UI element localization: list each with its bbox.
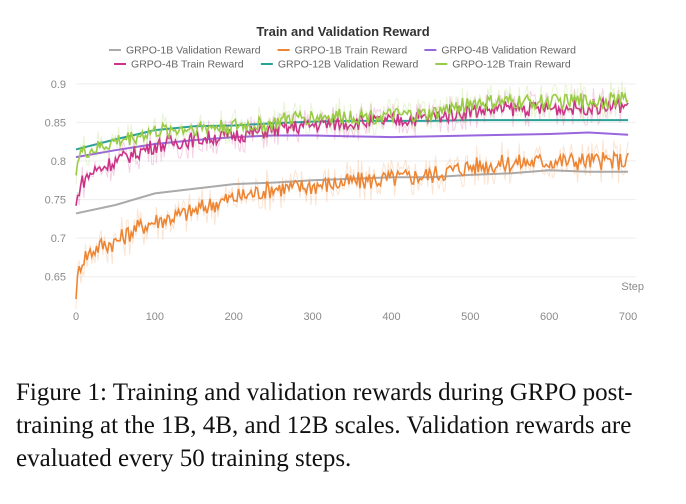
- x-tick-label: 500: [461, 311, 479, 323]
- y-tick-label: 0.75: [45, 195, 66, 207]
- x-tick-label: 600: [540, 311, 558, 323]
- x-tick-label: 200: [225, 311, 243, 323]
- y-tick-label: 0.8: [51, 156, 66, 168]
- series-grpo-1b-train-reward: [75, 139, 629, 309]
- train-smoothed-line: [75, 150, 629, 300]
- reward-chart: Train and Validation Reward GRPO-1B Vali…: [45, 24, 644, 323]
- y-tick-label: 0.7: [51, 233, 66, 245]
- train-smoothed-line: [75, 91, 629, 176]
- chart-title: Train and Validation Reward: [256, 24, 429, 39]
- x-tick-label: 700: [619, 311, 637, 323]
- legend-item: GRPO-12B Train Reward: [435, 59, 571, 71]
- legend-item: GRPO-12B Validation Reward: [260, 59, 419, 71]
- y-tick-label: 0.85: [45, 117, 66, 129]
- x-tick-label: 0: [73, 311, 79, 323]
- train-raw-line: [75, 88, 629, 206]
- y-tick-label: 0.9: [51, 79, 66, 91]
- figure-caption: Figure 1: Training and validation reward…: [16, 379, 633, 472]
- plot-area: [75, 81, 629, 309]
- train-raw-line: [75, 81, 629, 185]
- legend-item: GRPO-1B Validation Reward: [108, 45, 261, 57]
- legend-item: GRPO-1B Train Reward: [277, 45, 408, 57]
- series-grpo-12b-train-reward: [75, 81, 629, 185]
- validation-line: [75, 169, 629, 215]
- chart-legend: GRPO-1B Validation Reward GRPO-1B Train R…: [108, 45, 576, 71]
- legend-item: GRPO-4B Validation Reward: [424, 45, 576, 57]
- legend-label: GRPO-4B Validation Reward: [441, 45, 576, 57]
- legend-label: GRPO-1B Validation Reward: [126, 45, 261, 57]
- x-axis-label: Step: [621, 281, 644, 293]
- x-tick-label: 300: [303, 311, 321, 323]
- legend-item: GRPO-4B Train Reward: [114, 59, 244, 71]
- series-grpo-1b-validation-reward: [75, 169, 629, 215]
- chart-grid: [76, 83, 636, 278]
- x-tick-label: 400: [382, 311, 400, 323]
- train-smoothed-line: [75, 95, 629, 206]
- legend-label: GRPO-12B Train Reward: [452, 59, 571, 71]
- chart-ticks: 0.65 0.7 0.75 0.8 0.85 0.9 0 100 200 300 400 500 600…: [45, 79, 638, 323]
- legend-label: GRPO-4B Train Reward: [131, 59, 244, 71]
- legend-label: GRPO-12B Validation Reward: [278, 59, 419, 71]
- y-tick-label: 0.65: [45, 272, 66, 284]
- legend-label: GRPO-1B Train Reward: [295, 45, 408, 57]
- x-tick-label: 100: [146, 311, 164, 323]
